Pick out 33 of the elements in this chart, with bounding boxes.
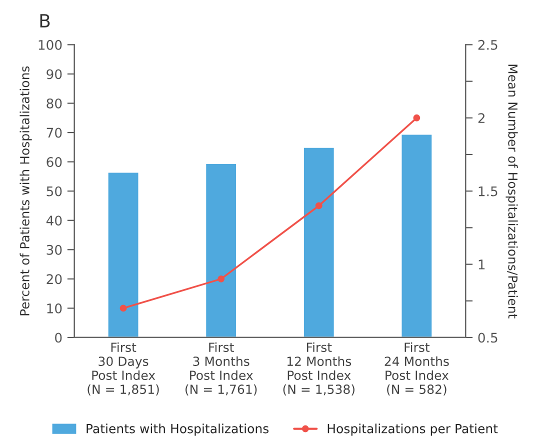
bar	[106, 171, 140, 338]
point	[413, 114, 420, 122]
y-axis-title: Percent of Patients with Hospitalizations	[20, 66, 32, 316]
point	[120, 304, 127, 312]
x-tick-label: First 30 Days Post Index (N = 1,851)	[88, 342, 159, 396]
point	[315, 202, 322, 210]
bar	[302, 146, 336, 338]
y2-tick-label: 2	[478, 113, 484, 123]
x-tick-label: First 12 Months Post Index (N = 1,538)	[283, 342, 354, 396]
y2-tick-label: 1.5	[478, 186, 498, 196]
bar	[400, 133, 434, 338]
y-tick-label: 30	[46, 244, 62, 255]
y-tick-label: 60	[46, 157, 62, 168]
bar	[204, 162, 238, 338]
point	[218, 275, 225, 282]
text: B	[40, 14, 50, 28]
y-tick-label: 0	[55, 332, 62, 343]
y-tick-label: 40	[46, 216, 62, 226]
y-tick-label: 100	[38, 40, 62, 50]
x-tick-label: First 3 Months Post Index (N = 1,761)	[186, 342, 257, 396]
y-tick-label: 80	[46, 98, 62, 108]
y-tick-label: 10	[47, 303, 62, 314]
legend-label: Hospitalizations per Patient	[328, 424, 498, 436]
legend-label: Patients with Hospitalizations	[86, 424, 269, 436]
y-tick-label: 50	[46, 186, 62, 196]
x-tick-label: First 24 Months Post Index (N = 582)	[384, 342, 449, 396]
y2-axis-title: Mean Number of Hospitalizations/Patient	[506, 64, 518, 318]
y-tick-label: 90	[46, 69, 62, 80]
y-tick-label: 70	[46, 128, 62, 138]
y-tick-label: 20	[46, 274, 62, 284]
y2-tick-label: 0.5	[478, 332, 498, 343]
y2-tick-label: 2.5	[478, 40, 498, 50]
y2-tick-label: 1	[478, 260, 485, 270]
